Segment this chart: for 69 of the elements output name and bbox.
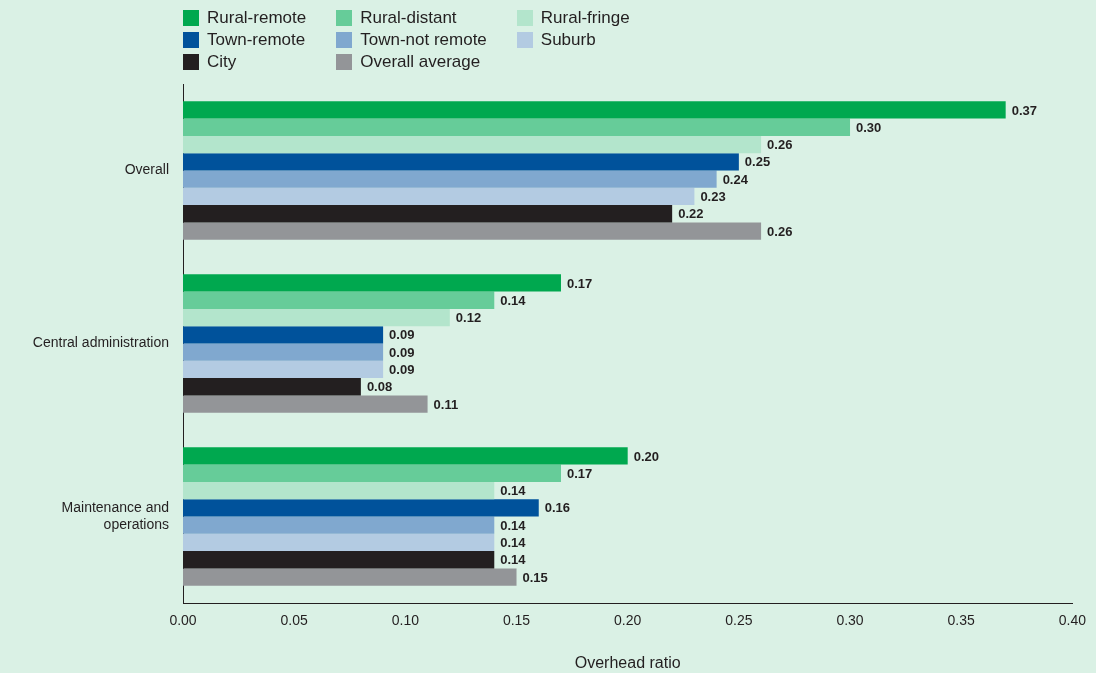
data-label: 0.30 (856, 119, 882, 135)
data-label: 0.16 (544, 500, 571, 516)
data-label: 0.26 (767, 137, 793, 153)
legend-label: City (207, 52, 237, 71)
x-tick-label: 0.25 (725, 612, 753, 629)
bar (183, 447, 628, 465)
bar (183, 118, 851, 136)
bar (183, 464, 561, 482)
legend-label: Rural-remote (207, 8, 307, 27)
data-label: 0.15 (522, 569, 548, 585)
y-tick-label: Overall (124, 161, 169, 178)
bar (183, 205, 673, 223)
bar (183, 170, 717, 188)
data-label: 0.12 (455, 310, 482, 326)
bar (183, 153, 739, 171)
x-tick-label: 0.35 (947, 612, 976, 629)
bar (183, 533, 495, 552)
data-label: 0.14 (500, 292, 527, 308)
legend-label: Overall average (360, 52, 481, 71)
x-tick-label: 0.30 (836, 612, 864, 629)
data-label: 0.14 (500, 483, 527, 499)
x-tick-label: 0.20 (614, 612, 642, 629)
bar (183, 101, 1006, 119)
legend-label: Suburb (540, 30, 596, 49)
data-label: 0.26 (767, 223, 793, 239)
bar (183, 516, 495, 534)
data-label: 0.09 (389, 362, 415, 378)
x-tick-label: 0.40 (1058, 612, 1087, 629)
bar (183, 135, 762, 154)
data-label: 0.25 (744, 154, 771, 170)
bar (183, 551, 495, 569)
data-label: 0.14 (500, 517, 527, 533)
x-tick-label: 0.00 (169, 612, 197, 629)
data-label: 0.37 (1011, 102, 1037, 118)
bar (183, 274, 561, 292)
legend-label: Rural-fringe (540, 8, 630, 27)
bar (183, 308, 450, 327)
x-tick-label: 0.05 (280, 612, 309, 629)
y-tick-label: Maintenance and operations (61, 498, 169, 532)
bar (183, 291, 495, 309)
legend-label: Rural-distant (360, 8, 457, 27)
data-label: 0.09 (389, 344, 415, 360)
data-label: 0.11 (433, 396, 459, 412)
bar (183, 378, 361, 396)
data-label: 0.23 (700, 189, 726, 205)
x-tick-label: 0.10 (391, 612, 420, 629)
bar (183, 187, 695, 206)
data-label: 0.08 (366, 379, 393, 395)
data-label: 0.14 (500, 552, 527, 568)
data-label: 0.24 (722, 171, 749, 187)
data-label: 0.17 (566, 465, 593, 481)
bar (183, 481, 495, 500)
data-label: 0.14 (500, 535, 527, 551)
bar (183, 568, 517, 586)
data-label: 0.17 (566, 275, 593, 291)
bar (183, 499, 539, 517)
legend-label: Town-remote (207, 30, 306, 49)
x-tick-label: 0.15 (502, 612, 531, 629)
x-axis-title: Overhead ratio (574, 653, 681, 671)
legend-label: Town-not remote (360, 30, 487, 49)
data-label: 0.22 (678, 206, 704, 222)
y-tick-label: Central administration (32, 334, 169, 351)
data-label: 0.09 (389, 327, 415, 343)
bar (183, 343, 384, 361)
bar (183, 326, 384, 344)
bar (183, 395, 428, 413)
bar (183, 360, 384, 379)
bar (183, 222, 762, 240)
data-label: 0.20 (633, 448, 659, 464)
